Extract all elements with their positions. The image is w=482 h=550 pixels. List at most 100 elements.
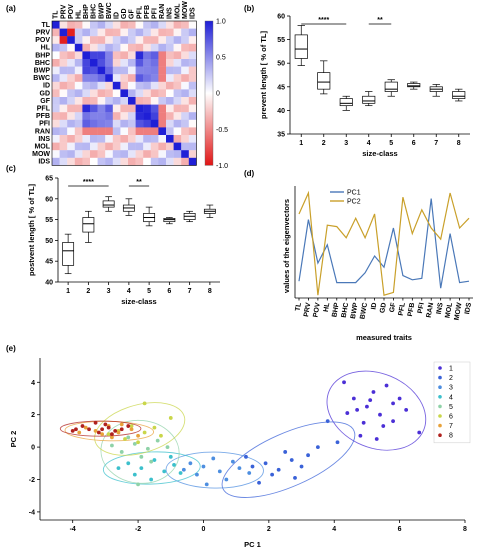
heatmap-cell <box>150 119 159 128</box>
point-class-1 <box>368 398 373 403</box>
heatmap-cell <box>128 150 136 158</box>
heatmap-cell <box>105 127 113 136</box>
heatmap-cell <box>158 104 167 113</box>
heatmap-cell <box>181 59 189 67</box>
heatmap-cell <box>143 36 151 44</box>
heatmap-cell <box>188 135 197 143</box>
heatmap-cell <box>181 36 189 44</box>
point-class-2 <box>283 450 288 454</box>
heatmap-cell <box>97 74 106 82</box>
heatmap-cell <box>188 157 197 166</box>
ellipse-class-6 <box>94 402 186 456</box>
heatmap-cell <box>120 43 129 52</box>
point-class-2 <box>335 440 340 445</box>
point-class-1 <box>365 404 369 409</box>
heatmap-cell <box>173 104 182 113</box>
heatmap-cell <box>90 142 98 151</box>
heatmap-cell <box>90 43 98 52</box>
heatmap-cell <box>112 142 121 151</box>
heatmap-cell <box>52 104 60 113</box>
x-tick-label: 3 <box>107 288 111 295</box>
heatmap-cell <box>143 28 151 37</box>
heatmap-cell <box>74 119 83 128</box>
heatmap-cell <box>97 104 106 113</box>
heatmap-cell <box>59 112 68 120</box>
box-4 <box>362 91 376 107</box>
heatmap-cell <box>128 43 136 52</box>
point-class-8 <box>126 424 131 428</box>
box-2 <box>317 60 331 95</box>
heatmap-col-label: GF <box>129 9 136 19</box>
heatmap-cell <box>150 59 159 67</box>
heatmap-col-label: INS <box>167 7 174 19</box>
series-line-pc2 <box>298 190 470 296</box>
heatmap-cell <box>158 97 167 105</box>
point-class-4 <box>152 458 157 462</box>
heatmap-cell <box>105 97 113 105</box>
heatmap-cell <box>52 119 60 128</box>
heatmap-cell <box>143 97 151 105</box>
heatmap-cell <box>150 157 159 166</box>
heatmap-cell <box>166 59 174 67</box>
x-tick-label: 8 <box>463 526 467 533</box>
point-class-2 <box>250 464 255 469</box>
heatmap-cell <box>52 51 60 60</box>
heatmap-cell <box>166 150 174 158</box>
heatmap-cell <box>74 21 83 29</box>
heatmap-cell <box>105 135 113 143</box>
point-class-2 <box>276 467 281 472</box>
ellipse-class-8 <box>59 420 142 437</box>
heatmap-cell <box>90 51 98 60</box>
legend-label: 3 <box>449 385 453 392</box>
heatmap-cell <box>52 74 60 82</box>
heatmap-cell <box>105 28 113 37</box>
heatmap-cell <box>166 97 174 105</box>
x-tick-label: GD <box>379 302 388 314</box>
y-tick-label: 45 <box>45 259 53 266</box>
box-8 <box>452 88 466 102</box>
point-class-1 <box>345 411 350 415</box>
heatmap-cell <box>135 104 144 113</box>
x-tick-label: 0 <box>202 526 206 533</box>
heatmap-cell <box>120 104 129 113</box>
heatmap-cell <box>97 119 106 128</box>
heatmap-cell <box>158 89 167 98</box>
heatmap-cell <box>150 142 159 151</box>
heatmap-cell <box>82 97 91 105</box>
heatmap-cell <box>59 51 68 60</box>
point-class-4 <box>178 471 183 475</box>
heatmap-cell <box>181 81 189 90</box>
heatmap-cell <box>90 97 98 105</box>
heatmap-cell <box>158 112 167 120</box>
x-tick-label: 2 <box>86 288 90 295</box>
x-tick-label: PFL <box>398 301 407 316</box>
heatmap-cell <box>128 21 136 29</box>
x-tick-label: 5 <box>147 288 151 295</box>
heatmap-cell <box>120 112 129 120</box>
heatmap-cell <box>59 97 68 105</box>
y-tick-label: 50 <box>45 238 53 245</box>
heatmap-cell <box>143 21 151 29</box>
point-class-5 <box>155 438 160 443</box>
legend-swatch <box>438 366 442 370</box>
significance-label: **** <box>318 17 329 24</box>
heatmap-cell <box>135 112 144 120</box>
box-7 <box>183 210 196 223</box>
point-class-1 <box>391 419 395 424</box>
ellipse-class-3 <box>165 451 264 489</box>
y-axis-label: PC 2 <box>9 431 18 448</box>
heatmap-cell <box>59 127 68 136</box>
heatmap-cell <box>82 51 91 60</box>
x-tick-label: 2 <box>267 526 271 533</box>
legend-swatch <box>438 404 442 409</box>
heatmap-cell <box>188 97 197 105</box>
x-tick-label: TL <box>295 301 304 311</box>
point-class-6 <box>152 425 157 430</box>
heatmap-cell <box>143 150 151 158</box>
heatmap-cell <box>143 112 151 120</box>
x-tick-label: -2 <box>135 526 141 533</box>
heatmap-cell <box>150 112 159 120</box>
point-class-4 <box>139 466 144 471</box>
heatmap-cell <box>150 43 159 52</box>
heatmap-cell <box>120 74 129 82</box>
